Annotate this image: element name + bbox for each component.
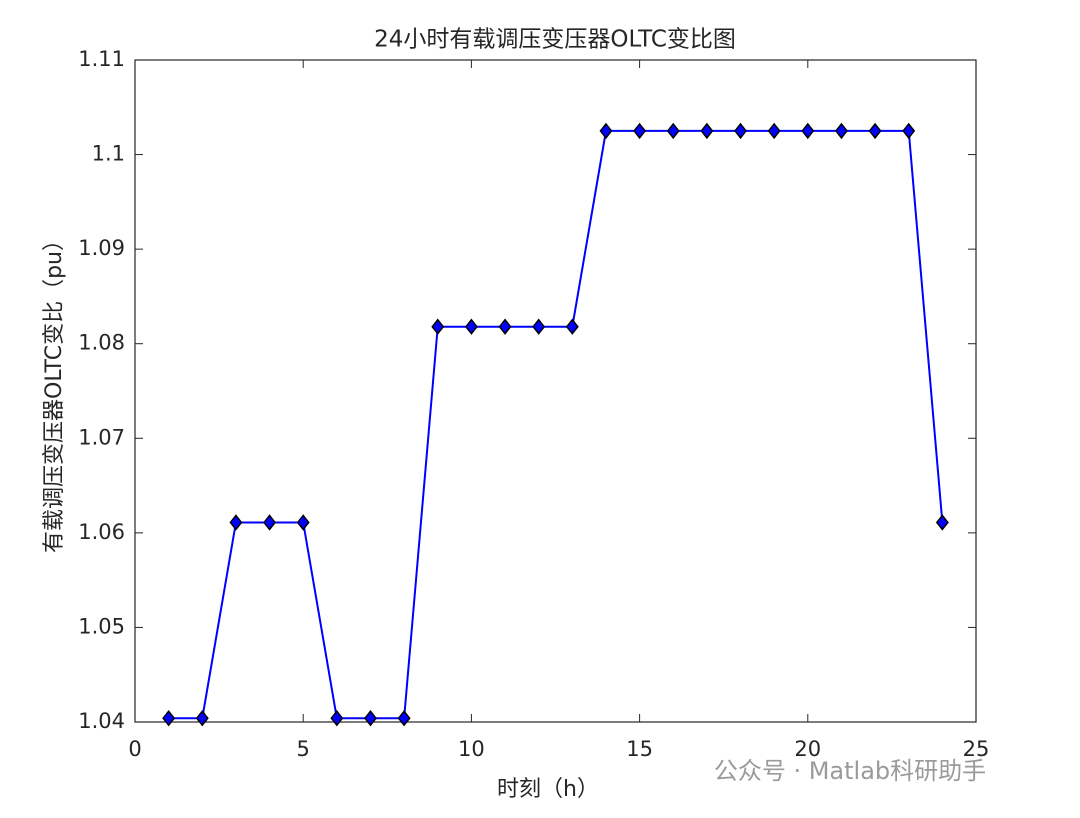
marker bbox=[633, 122, 647, 140]
marker bbox=[532, 318, 546, 335]
x-tick-label: 20 bbox=[794, 737, 821, 761]
marker bbox=[195, 710, 209, 727]
x-tick-label: 10 bbox=[458, 737, 485, 761]
marker bbox=[431, 318, 445, 335]
marker bbox=[868, 122, 882, 140]
marker bbox=[397, 710, 411, 727]
y-tick-label: 1.04 bbox=[78, 709, 125, 733]
y-axis-label: 有载调压变压器OLTC变比（pu） bbox=[42, 229, 67, 553]
y-tick-label: 1.08 bbox=[78, 331, 125, 355]
y-tick-label: 1.09 bbox=[78, 236, 125, 260]
chart-title: 24小时有载调压变压器OLTC变比图 bbox=[374, 27, 736, 53]
marker bbox=[229, 514, 243, 531]
marker bbox=[700, 122, 714, 140]
marker bbox=[162, 710, 176, 727]
marker bbox=[464, 318, 478, 335]
x-tick-label: 0 bbox=[128, 737, 141, 761]
y-tick-label: 1.05 bbox=[78, 614, 125, 638]
x-tick-label: 15 bbox=[626, 737, 653, 761]
marker bbox=[263, 514, 277, 531]
marker bbox=[767, 122, 781, 140]
x-axis-label: 时刻（h） bbox=[497, 777, 599, 802]
marker bbox=[902, 122, 916, 140]
x-tick-label: 25 bbox=[963, 737, 990, 761]
y-tick-label: 1.1 bbox=[92, 142, 125, 166]
marker bbox=[834, 122, 848, 140]
y-tick-label: 1.11 bbox=[78, 47, 125, 71]
marker bbox=[364, 710, 377, 727]
marker bbox=[666, 122, 680, 140]
marker bbox=[801, 122, 815, 140]
x-tick-label: 5 bbox=[297, 737, 310, 761]
marker bbox=[734, 122, 747, 140]
marker bbox=[935, 514, 949, 531]
marker bbox=[296, 514, 310, 531]
axes-box bbox=[134, 59, 977, 723]
marker bbox=[565, 318, 579, 335]
marker bbox=[599, 122, 613, 140]
marker bbox=[330, 710, 344, 727]
y-tick-label: 1.06 bbox=[78, 520, 125, 544]
watermark: 公众号 · Matlab科研助手 bbox=[714, 757, 986, 785]
marker bbox=[498, 318, 512, 335]
y-tick-label: 1.07 bbox=[78, 425, 125, 449]
